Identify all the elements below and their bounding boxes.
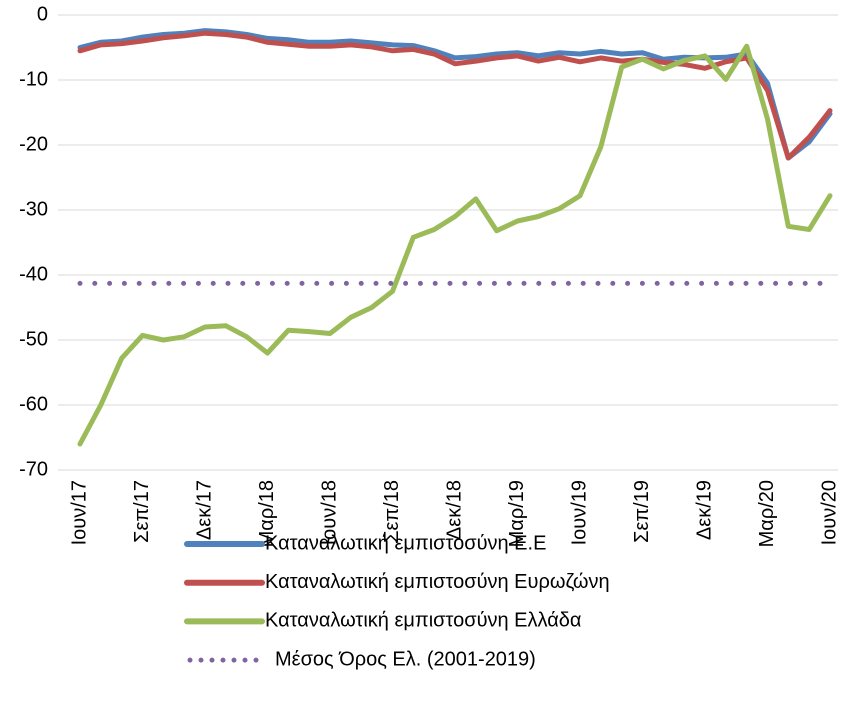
x-tick-label: Μαρ/18 xyxy=(256,480,278,547)
y-tick-label: -20 xyxy=(19,133,48,155)
y-tick-label: -60 xyxy=(19,393,48,415)
y-tick-label: -70 xyxy=(19,458,48,480)
legend-label: Καταναλωτική εμπιστοσύνη Ελλάδα xyxy=(265,610,581,632)
y-tick-label: -40 xyxy=(19,263,48,285)
y-tick-label: -30 xyxy=(19,198,48,220)
x-tick-label: Σεπ/19 xyxy=(631,480,653,543)
x-tick-label: Σεπ/18 xyxy=(381,480,403,543)
legend-label: Μέσος Όρος Ελ. (2001-2019) xyxy=(275,648,536,670)
series-line xyxy=(77,30,833,161)
x-tick-label: Μαρ/19 xyxy=(506,480,528,547)
x-tick-label: Ιουν/19 xyxy=(568,480,590,545)
x-tick-label: Σεπ/17 xyxy=(131,480,153,543)
x-tick-label: Δεκ/17 xyxy=(193,480,215,540)
legend-label: Καταναλωτική εμπιστοσύνη Ευρωζώνη xyxy=(265,571,610,593)
series-line xyxy=(77,28,833,161)
y-tick-label: 0 xyxy=(37,3,48,25)
legend-label: Καταναλωτική εμπιστοσύνη Ε.Ε xyxy=(265,532,546,554)
series-line xyxy=(77,43,833,447)
x-tick-label: Μαρ/20 xyxy=(756,480,778,547)
y-tick-label: -50 xyxy=(19,328,48,350)
x-tick-label: Δεκ/19 xyxy=(693,480,715,540)
x-tick-label: Ιουν/17 xyxy=(68,480,90,545)
x-tick-label: Δεκ/18 xyxy=(443,480,465,540)
x-tick-label: Ιουν/20 xyxy=(818,480,840,545)
y-tick-label: -10 xyxy=(19,68,48,90)
x-tick-label: Ιουν/18 xyxy=(318,480,340,545)
